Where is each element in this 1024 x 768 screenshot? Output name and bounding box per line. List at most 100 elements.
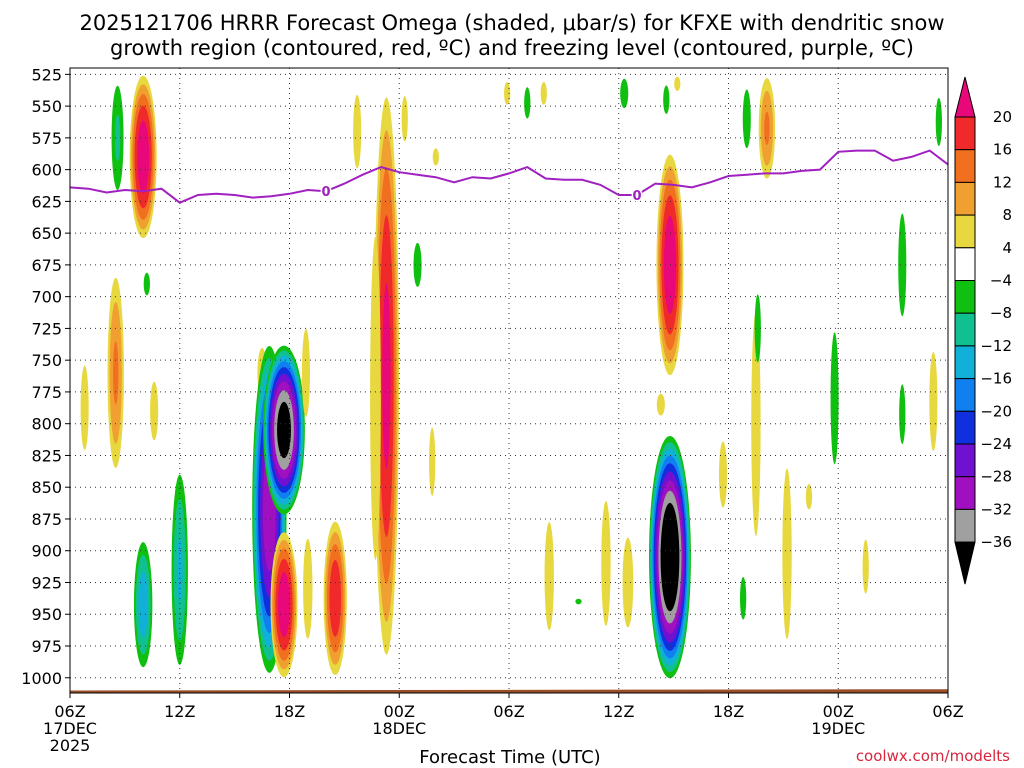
- omega-cell: [111, 85, 124, 190]
- omega-contour: [782, 468, 792, 640]
- x-axis-label: Forecast Time (UTC): [419, 747, 600, 768]
- omega-cell: [373, 97, 400, 655]
- omega-cell: [718, 441, 728, 508]
- omega-contour: [830, 332, 839, 465]
- y-tick-label: 975: [31, 637, 62, 656]
- colorbar-label: 4: [1002, 239, 1012, 257]
- omega-contour: [177, 538, 183, 602]
- y-tick-label: 825: [31, 446, 62, 465]
- colorbar-swatch: [954, 345, 976, 380]
- omega-contour: [114, 114, 121, 162]
- x-tick-label: 06Z: [932, 702, 963, 721]
- omega-contour: [112, 341, 119, 405]
- omega-contour: [622, 537, 634, 628]
- omega-contour: [862, 539, 869, 594]
- omega-cell: [830, 332, 839, 465]
- colorbar-swatch: [954, 476, 976, 510]
- colorbar-label: −28: [980, 468, 1012, 486]
- omega-contour: [620, 78, 629, 109]
- omega-cell: [674, 76, 681, 91]
- omega-cell: [622, 537, 634, 628]
- omega-contour: [138, 572, 148, 638]
- y-tick-label: 600: [31, 161, 62, 180]
- omega-contour: [432, 148, 439, 166]
- x-tick-label: 12Z: [603, 702, 634, 721]
- omega-contour: [301, 328, 311, 417]
- x-tick-label: 12Z: [164, 702, 195, 721]
- colorbar-label: 20: [993, 108, 1012, 126]
- colorbar-label: −16: [980, 370, 1012, 388]
- colorbar-label: −32: [980, 500, 1012, 518]
- omega-cell: [263, 345, 305, 515]
- omega-cell: [575, 598, 582, 605]
- colorbar-swatch: [954, 116, 976, 151]
- omega-contour: [674, 76, 681, 91]
- omega-contour: [329, 560, 342, 637]
- colorbar-label: −36: [980, 533, 1012, 551]
- omega-cell: [663, 85, 670, 114]
- y-axis: 525 550 575 600 625 650 675 700 725 750 775 800 825 8…: [21, 65, 70, 688]
- omega-contour: [382, 283, 391, 469]
- x-tick-label: 18Z: [713, 702, 744, 721]
- omega-contour: [764, 111, 770, 146]
- omega-contour: [805, 483, 813, 510]
- colorbar: 20 16 12 8 4 −4 −8 −12 −16 −20 −24 −28 −32 −36: [954, 76, 1012, 585]
- omega-cell: [898, 213, 907, 317]
- colorbar-label: 8: [1002, 206, 1012, 224]
- omega-contour: [929, 351, 938, 451]
- omega-cell: [754, 294, 761, 363]
- y-tick-label: 850: [31, 478, 62, 497]
- colorbar-label: −8: [990, 304, 1012, 322]
- omega-contour: [540, 82, 547, 105]
- source-credit: coolwx.com/modelts: [856, 747, 1010, 765]
- omega-shading: [80, 75, 942, 679]
- omega-contour: [429, 427, 436, 496]
- omega-contour: [663, 85, 670, 114]
- omega-contour: [277, 401, 291, 459]
- colorbar-label: −24: [980, 435, 1012, 453]
- colorbar-label: 12: [993, 173, 1012, 191]
- omega-contour: [656, 393, 665, 416]
- y-tick-label: 950: [31, 605, 62, 624]
- omega-cell: [862, 539, 869, 594]
- omega-cell: [782, 468, 792, 640]
- omega-contour: [898, 213, 907, 317]
- chart-title-line2: growth region (contoured, red, ºC) and f…: [110, 36, 914, 60]
- omega-cell: [656, 393, 665, 416]
- plot-background: [70, 68, 948, 693]
- colorbar-swatch: [954, 214, 976, 249]
- colorbar-label: 16: [993, 141, 1012, 159]
- omega-contour: [899, 384, 906, 444]
- freezing-level-label: 0: [633, 189, 642, 204]
- y-tick-label: 675: [31, 256, 62, 275]
- omega-contour: [742, 89, 751, 149]
- y-tick-label: 525: [31, 65, 62, 84]
- omega-contour: [370, 236, 381, 560]
- x-tick-label: 2025: [50, 736, 91, 755]
- omega-cell: [171, 474, 188, 665]
- x-tick-label: 18DEC: [372, 719, 426, 738]
- x-tick-label: 17DEC: [43, 719, 97, 738]
- y-tick-label: 900: [31, 542, 62, 561]
- omega-cell: [656, 154, 684, 376]
- omega-contour: [740, 577, 747, 620]
- omega-cell: [301, 328, 311, 417]
- omega-contour: [277, 572, 291, 638]
- y-tick-label: 650: [31, 224, 62, 243]
- omega-cell: [401, 96, 408, 142]
- omega-contour: [143, 272, 150, 296]
- y-tick-label: 725: [31, 319, 62, 338]
- colorbar-label: −4: [990, 272, 1012, 290]
- omega-cell: [143, 272, 150, 296]
- omega-contour: [413, 242, 422, 287]
- omega-contour: [544, 522, 554, 631]
- y-tick-label: 750: [31, 351, 62, 370]
- omega-cell: [150, 381, 159, 441]
- y-tick-label: 625: [31, 192, 62, 211]
- omega-contour: [935, 97, 942, 147]
- omega-cell: [353, 94, 362, 169]
- omega-contour: [137, 120, 150, 194]
- omega-cell: [524, 87, 531, 119]
